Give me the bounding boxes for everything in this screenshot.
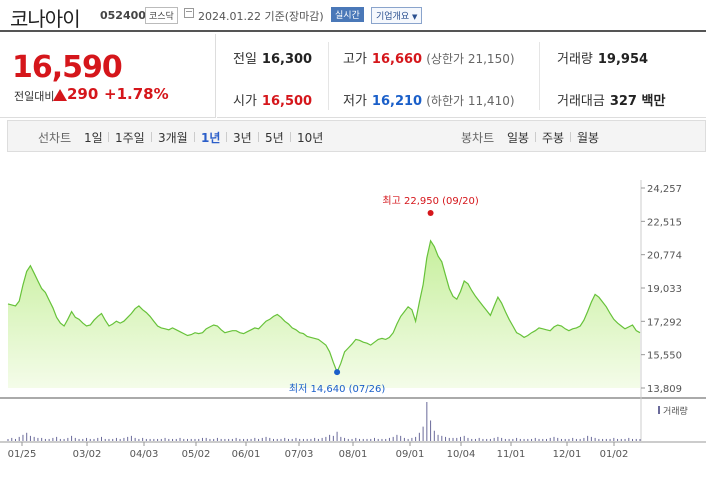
period-3m[interactable]: 3개월	[158, 131, 188, 145]
x-tick-label: 06/01	[232, 449, 261, 460]
high-annotation: 최고 22,950 (09/20)	[382, 195, 478, 207]
x-tick-label: 11/01	[497, 449, 526, 460]
stat-value: 16,500	[261, 94, 313, 109]
stat-volume: 거래량 19,954	[557, 48, 648, 67]
quote-date: 2024.01.22 기준(장마감)	[198, 10, 324, 23]
period-10y[interactable]: 10년	[297, 131, 324, 145]
candle-chart-label: 봉차트	[461, 131, 495, 145]
x-tick-label: 08/01	[339, 449, 368, 460]
stat-amount: 거래대금 327 백만	[557, 90, 665, 109]
change-rate: +1.78%	[104, 85, 169, 103]
y-tick-label: 24,257	[647, 184, 682, 195]
volume-legend-label: 거래량	[663, 405, 688, 417]
x-tick-label: 07/03	[285, 449, 314, 460]
y-tick-label: 13,809	[647, 384, 682, 395]
x-tick-label: 04/03	[130, 449, 159, 460]
price-panel: 16,590 전일대비 290 +1.78%	[0, 34, 216, 118]
price-area	[8, 240, 640, 388]
stat-sub: (하한가 11,410)	[426, 94, 515, 108]
stat-high: 고가 16,660 (상한가 21,150)	[343, 48, 515, 67]
y-tick-label: 22,515	[647, 217, 682, 228]
x-tick-label: 01/25	[8, 449, 37, 460]
stat-label: 고가	[343, 52, 367, 67]
period-3y[interactable]: 3년	[233, 131, 252, 145]
stat-open: 시가 16,500	[233, 90, 312, 109]
stat-label: 저가	[343, 94, 367, 109]
divider	[328, 42, 329, 110]
stock-name: 코나아이	[10, 7, 81, 31]
y-tick-label: 20,774	[647, 251, 682, 262]
price-change: 290	[67, 85, 99, 103]
divider	[539, 42, 540, 110]
company-info-label: 기업개요	[376, 12, 410, 22]
stat-value: 19,954	[597, 52, 649, 67]
volume-legend-swatch	[658, 406, 660, 414]
period-1d[interactable]: 1일	[84, 131, 103, 145]
candle-monthly[interactable]: 월봉	[577, 131, 600, 145]
low-marker	[334, 369, 341, 376]
up-triangle-icon	[53, 89, 67, 101]
x-tick-label: 05/02	[182, 449, 211, 460]
company-info-dropdown[interactable]: 기업개요 ▼	[371, 7, 423, 24]
current-price: 16,590	[12, 50, 123, 85]
price-line	[7, 239, 641, 374]
stat-value: 16,300	[261, 52, 313, 67]
line-chart-label: 선차트	[38, 131, 72, 145]
stat-sub: (상한가 21,150)	[426, 52, 515, 66]
x-tick-label: 12/01	[553, 449, 582, 460]
chevron-down-icon: ▼	[412, 13, 418, 21]
x-tick-label: 01/02	[600, 449, 629, 460]
candle-daily[interactable]: 일봉	[507, 131, 530, 145]
realtime-button[interactable]: 실시간	[331, 7, 364, 22]
y-tick-label: 15,550	[647, 351, 682, 362]
stat-low: 저가 16,210 (하한가 11,410)	[343, 90, 515, 109]
x-tick-label: 09/01	[396, 449, 425, 460]
low-annotation: 최저 14,640 (07/26)	[289, 383, 385, 395]
period-1w[interactable]: 1주일	[115, 131, 145, 145]
stock-header: 코나아이 052400 코스닥 2024.01.22 기준(장마감) 실시간 기…	[0, 0, 706, 32]
period-toolbar: 선차트 1일 1주일 3개월 1년 3년 5년 10년 봉차트 일봉 주봉 월봉	[7, 120, 706, 152]
change-label: 전일대비	[14, 90, 55, 103]
quote-stats: 전일 16,300 고가 16,660 (상한가 21,150) 거래량 19,954…	[217, 34, 706, 118]
stat-value: 16,210	[371, 94, 423, 109]
x-tick-label: 10/04	[447, 449, 476, 460]
y-tick-label: 19,033	[647, 284, 682, 295]
stat-label: 거래량	[557, 52, 593, 67]
period-1y[interactable]: 1년	[201, 131, 221, 145]
period-5y[interactable]: 5년	[265, 131, 284, 145]
high-marker	[427, 210, 434, 217]
stat-value: 327 백만	[609, 94, 666, 109]
calendar-icon	[184, 8, 194, 18]
stat-label: 시가	[233, 94, 257, 109]
market-badge: 코스닥	[145, 7, 178, 24]
stat-prev-close: 전일 16,300	[233, 48, 312, 67]
price-chart: 24,257 22,515 20,774 19,033 17,292 15,550 13,8…	[0, 180, 706, 460]
stock-code: 052400	[100, 9, 146, 22]
stat-label: 전일	[233, 52, 257, 67]
candle-weekly[interactable]: 주봉	[542, 131, 565, 145]
stat-label: 거래대금	[557, 94, 605, 109]
x-tick-label: 03/02	[73, 449, 102, 460]
y-tick-label: 17,292	[647, 317, 682, 328]
stat-value: 16,660	[371, 52, 423, 67]
